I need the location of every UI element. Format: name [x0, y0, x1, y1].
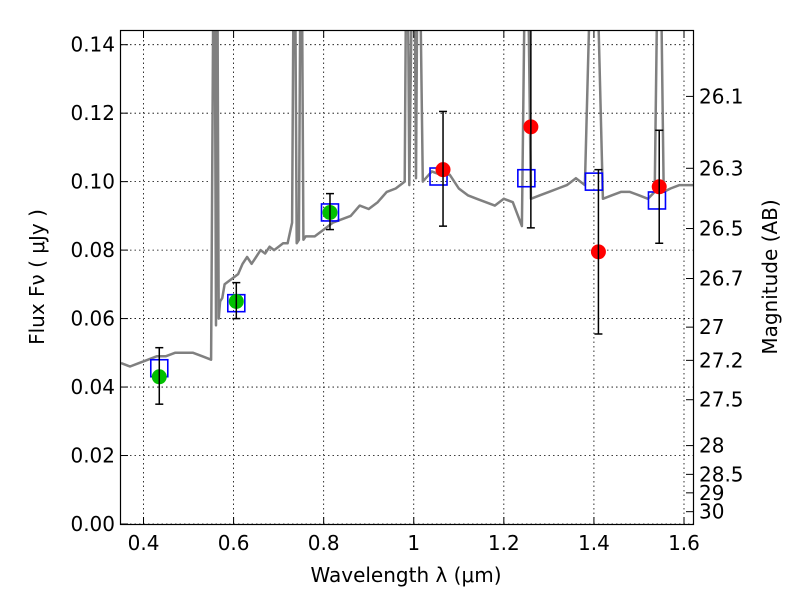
x-tick-label: 1.2 — [488, 531, 520, 555]
tick-layer: 0.4 0.6 0.8 1 1.2 1.4 1.6 0.00 0.02 0.04 0.06 0.08 0… — [70, 31, 744, 555]
spectrum-line — [121, 31, 693, 368]
model-photometry-square — [517, 168, 536, 188]
y-tick-label: 0.04 — [70, 375, 115, 399]
marker-layer — [149, 31, 667, 405]
grid-lines — [121, 31, 693, 525]
x-tick-label: 0.8 — [308, 531, 340, 555]
right-tick-label: 27.2 — [699, 348, 744, 372]
right-tick-label: 30 — [699, 500, 724, 524]
y-tick-label: 0.06 — [70, 307, 115, 331]
right-tick-label: 26.3 — [699, 156, 744, 180]
x-tick-label: 0.6 — [218, 531, 250, 555]
right-tick-label: 26.5 — [699, 217, 744, 241]
right-tick-label: 26.7 — [699, 267, 744, 291]
right-tick-label: 28 — [699, 434, 724, 458]
right-tick-label: 26.1 — [699, 84, 744, 108]
spectrum-layer — [121, 31, 693, 368]
y-tick-label: 0.08 — [70, 238, 115, 262]
right-axis-label: Magnitude (AB) — [758, 199, 782, 354]
right-tick-label: 29 — [699, 481, 724, 505]
y-tick-label: 0.00 — [70, 512, 115, 536]
x-tick-label: 0.4 — [128, 531, 160, 555]
y-tick-label: 0.14 — [70, 33, 115, 57]
plot-frame — [119, 29, 695, 526]
x-tick-label: 1 — [407, 531, 420, 555]
x-axis-label: Wavelength λ (μm) — [310, 563, 501, 587]
x-tick-label: 1.6 — [668, 531, 700, 555]
y-tick-label: 0.10 — [70, 170, 115, 194]
right-tick-label: 27 — [699, 315, 724, 339]
right-tick-label: 28.5 — [699, 462, 744, 486]
model-photometry-square — [584, 172, 604, 191]
y-tick-label: 0.12 — [70, 101, 115, 125]
y-tick-label: 0.02 — [70, 444, 115, 468]
y-axis-label: Flux Fν ( μJy ) — [25, 209, 49, 345]
x-tick-label: 1.4 — [578, 531, 610, 555]
right-tick-label: 27.5 — [699, 388, 744, 412]
